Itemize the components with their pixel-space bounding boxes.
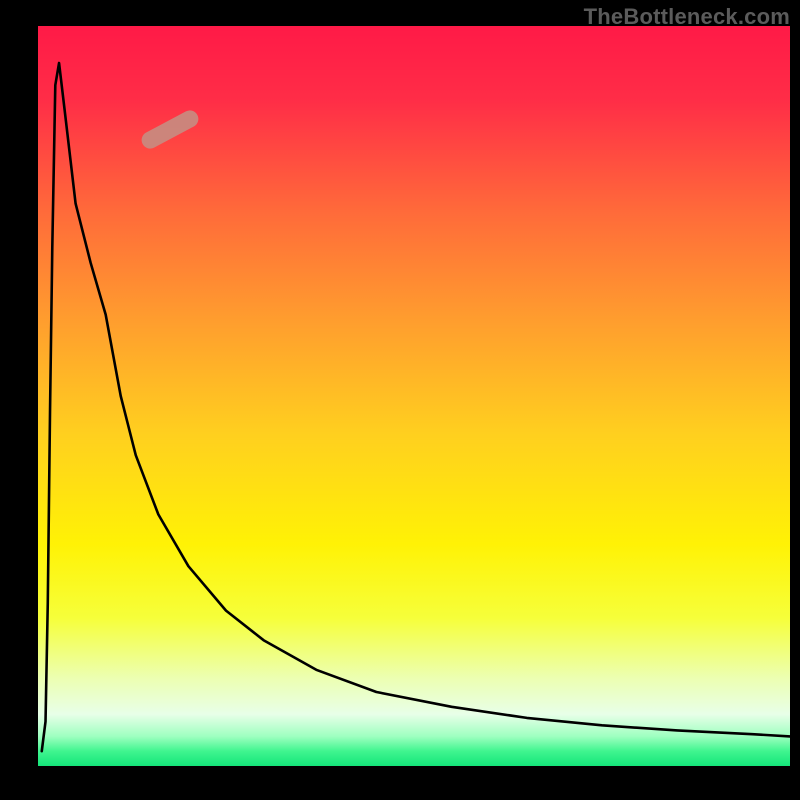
chart-frame: TheBottleneck.com bbox=[0, 0, 800, 800]
plot-area bbox=[38, 26, 790, 766]
bottleneck-curve bbox=[42, 63, 790, 751]
watermark-text: TheBottleneck.com bbox=[584, 4, 790, 30]
